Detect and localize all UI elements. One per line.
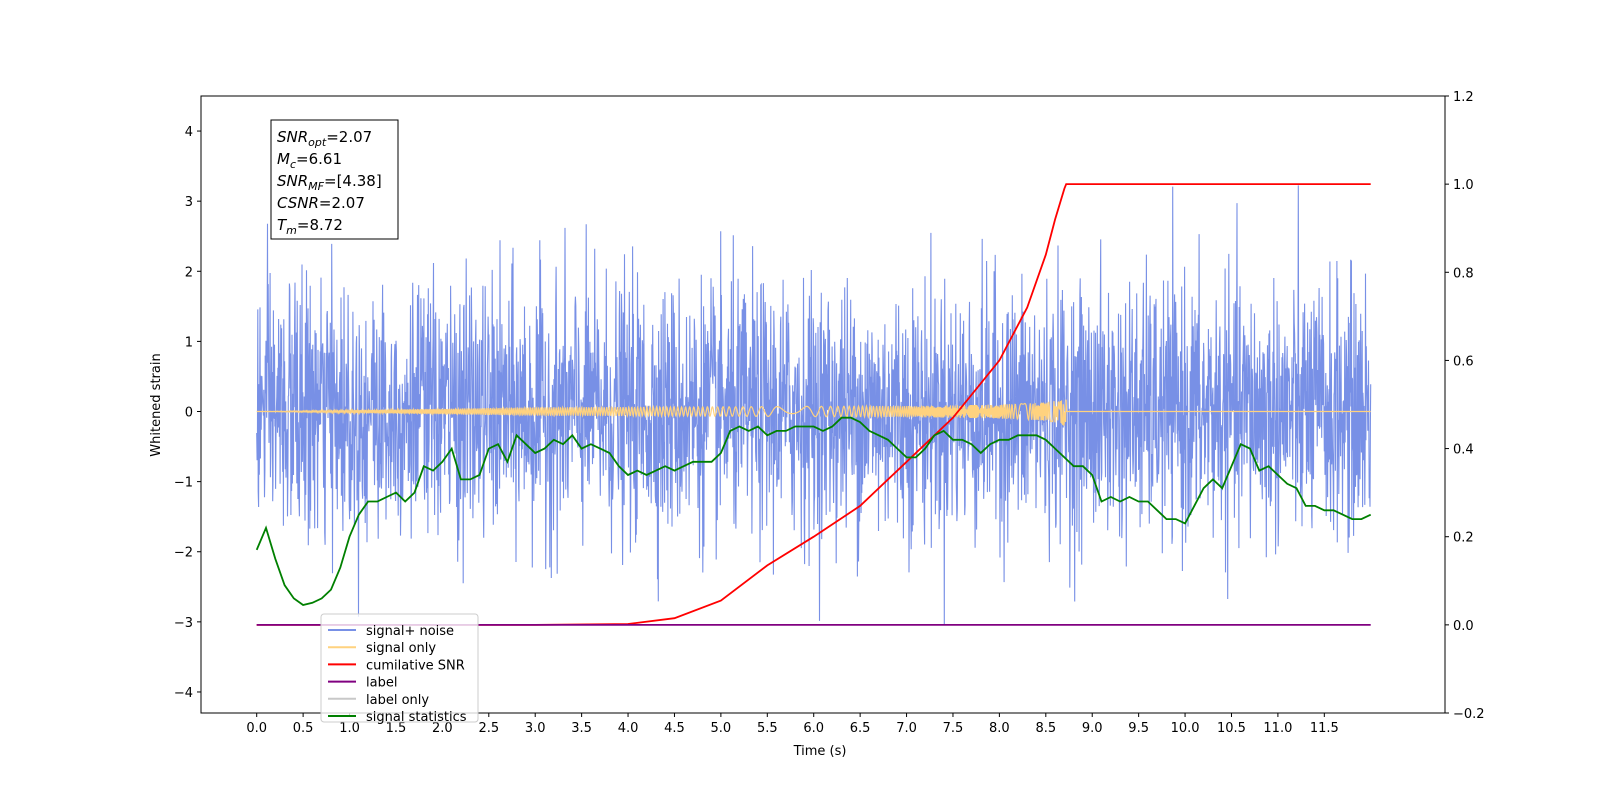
legend-label: signal+ noise	[366, 624, 454, 639]
y2-tick-label: 0.6	[1453, 354, 1474, 369]
y-tick-label: 1	[185, 335, 193, 350]
y-tick-label: −4	[174, 686, 193, 701]
x-tick-label: 5.5	[757, 721, 778, 736]
legend-frame	[320, 613, 479, 723]
x-tick-label: 7.0	[896, 721, 917, 736]
legend-label: cumilative SNR	[366, 658, 465, 673]
y2-tick-label: 1.0	[1453, 178, 1474, 193]
y2-tick-label: 0.2	[1453, 531, 1474, 546]
y2-tick-label: 1.2	[1453, 90, 1474, 105]
x-tick-label: 2.0	[432, 721, 453, 736]
x-tick-label: 3.0	[525, 721, 546, 736]
x-tick-label: 11.0	[1263, 721, 1292, 736]
x-tick-label: 1.5	[386, 721, 407, 736]
x-tick-label: 6.5	[850, 721, 871, 736]
x-tick-label: 6.0	[803, 721, 824, 736]
x-axis-label: Time (s)	[793, 744, 847, 759]
x-tick-label: 1.0	[339, 721, 360, 736]
legend-label: label only	[366, 693, 429, 708]
series-signal-noise	[256, 185, 1372, 625]
legend-label: label	[366, 676, 397, 691]
y-tick-label: −1	[174, 476, 193, 491]
x-tick-label: 9.5	[1128, 721, 1149, 736]
info-line: Tm=8.72	[277, 216, 343, 237]
y2-tick-label: 0.8	[1453, 266, 1474, 281]
series-signal-statistics	[255, 416, 1372, 606]
x-tick-label: 0.0	[246, 721, 267, 736]
info-line: SNRopt=2.07	[277, 128, 372, 149]
x-tick-label: 4.5	[664, 721, 685, 736]
y-tick-label: −2	[174, 546, 193, 561]
x-tick-label: 8.0	[989, 721, 1010, 736]
y-tick-label: 0	[185, 406, 193, 421]
x-tick-label: 10.0	[1171, 721, 1200, 736]
x-tick-label: 11.5	[1310, 721, 1339, 736]
plot-frame	[200, 95, 1446, 714]
info-line: Mc=6.61	[277, 150, 342, 171]
series-cumilative-snr	[256, 183, 1371, 626]
legend-label: signal only	[366, 641, 436, 656]
series-signal-only	[256, 399, 1371, 426]
x-tick-label: 9.0	[1082, 721, 1103, 736]
y-tick-label: 4	[185, 125, 193, 140]
y-axis-label: Whitened strain	[149, 353, 164, 456]
legend: signal+ noise signal only cumilative SNR la…	[320, 613, 479, 725]
y2-tick-label: 0.4	[1453, 443, 1474, 458]
y-tick-label: −3	[174, 616, 193, 631]
y-tick-label: 2	[185, 265, 193, 280]
info-line: CSNR=2.07	[277, 194, 365, 212]
y2-tick-label: 0.0	[1453, 619, 1474, 634]
x-tick-label: 3.5	[571, 721, 592, 736]
x-tick-label: 2.5	[478, 721, 499, 736]
x-axis: 0.0 0.5 1.0 1.5 2.0 2.5 3.0 3.5 4.0 4.5 5.0 5.5 6.0 6…	[246, 713, 1339, 736]
legend-label: signal statistics	[366, 710, 467, 725]
y-axis-right: 1.2 1.0 0.8 0.6 0.4 0.2 0.0 −0.2	[1445, 90, 1485, 722]
x-tick-label: 8.5	[1035, 721, 1056, 736]
y-tick-label: 3	[185, 195, 193, 210]
y-axis-left: 4 3 2 1 0 −1 −2 −3 −4	[174, 125, 201, 701]
x-tick-label: 0.5	[293, 721, 314, 736]
info-line: SNRMF=[4.38]	[277, 172, 382, 193]
info-box-frame	[270, 119, 399, 240]
y2-tick-label: −0.2	[1453, 707, 1485, 722]
x-tick-label: 10.5	[1217, 721, 1246, 736]
x-tick-label: 7.5	[943, 721, 964, 736]
x-tick-label: 4.0	[618, 721, 639, 736]
x-tick-label: 5.0	[711, 721, 732, 736]
